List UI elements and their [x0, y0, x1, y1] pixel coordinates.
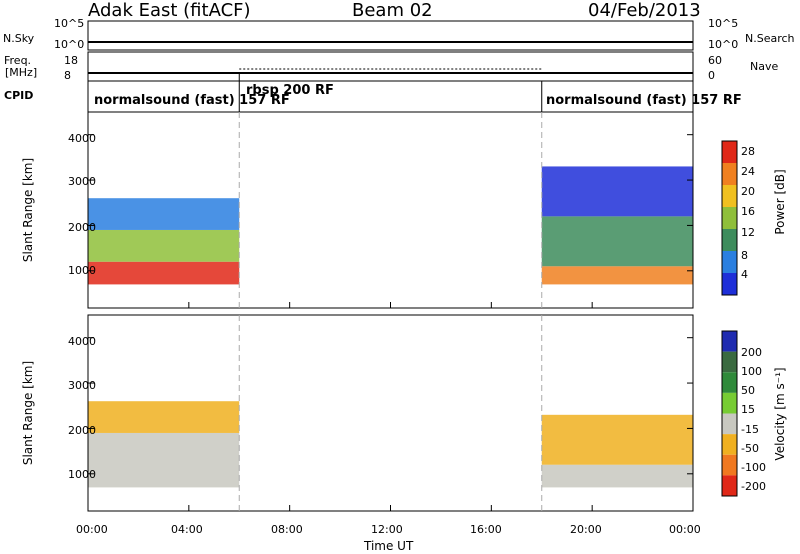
velocity-echo-region-1	[88, 401, 240, 433]
xtick-12: 12:00	[371, 523, 403, 536]
power-ytick-2000: 2000	[68, 221, 96, 234]
velocity-ytick-1000: 1000	[68, 468, 96, 481]
velocity-cb-tick-neg100: -100	[741, 461, 766, 474]
power-cb-tick-16: 16	[741, 205, 755, 218]
velocity-cb-swatch-5	[722, 434, 737, 455]
xlabel: Time UT	[364, 539, 414, 553]
velocity-cb-tick-15: 15	[741, 403, 755, 416]
nsearch-tick-top: 10^5	[708, 17, 739, 30]
velocity-echo-region-2	[541, 464, 693, 488]
xtick-24: 00:00	[669, 523, 701, 536]
power-ytick-3000: 3000	[68, 175, 96, 188]
station-title: Adak East (fitACF)	[88, 0, 251, 21]
velocity-cb-swatch-6	[722, 454, 737, 476]
velocity-cb-tick-50: 50	[741, 384, 755, 397]
xtick-20: 20:00	[570, 523, 602, 536]
date-title: 04/Feb/2013	[588, 0, 701, 21]
power-cb-swatch-4	[722, 185, 737, 207]
velocity-cb-label: Velocity [m s⁻¹]	[773, 367, 787, 461]
power-ytick-4000: 4000	[68, 132, 96, 145]
cpid-segment-3: normalsound (fast) 157 RF	[546, 93, 742, 108]
power-cb-swatch-5	[722, 163, 737, 185]
xtick-16: 16:00	[470, 523, 502, 536]
freq-tick-bottom: 8	[64, 69, 71, 82]
freq-label: Freq.	[4, 54, 32, 67]
power-cb-tick-4: 4	[741, 268, 748, 281]
freq-tick-top: 18	[64, 54, 78, 67]
velocity-ytick-3000: 3000	[68, 379, 96, 392]
power-cb-tick-28: 28	[741, 145, 755, 158]
cpid-label: CPID	[4, 89, 34, 102]
velocity-cb-swatch-0	[722, 331, 737, 352]
velocity-cb-swatch-7	[722, 475, 737, 496]
velocity-cb-swatch-4	[722, 413, 737, 435]
velocity-cb-tick-neg50: -50	[741, 442, 759, 455]
nsky-tick-bottom: 10^0	[54, 38, 85, 51]
nsearch-tick-bottom: 10^0	[708, 38, 739, 51]
velocity-cb-swatch-3	[722, 392, 737, 414]
power-ytick-1000: 1000	[68, 264, 96, 277]
power-echo-region-2	[88, 198, 240, 230]
power-echo-region-4	[541, 216, 693, 267]
nave-tick-bottom: 0	[708, 69, 715, 82]
cpid-segment-2: rbsp 200 RF	[246, 83, 334, 98]
power-ylabel: Slant Range [km]	[21, 157, 35, 263]
cpid-segment-1: normalsound (fast) 157 RF	[94, 93, 290, 108]
power-cb-tick-12: 12	[741, 226, 755, 239]
power-cb-tick-24: 24	[741, 165, 755, 178]
power-cb-swatch-2	[722, 229, 737, 251]
nave-tick-top: 60	[708, 54, 722, 67]
nsearch-label: N.Search	[745, 32, 795, 45]
nave-label: Nave	[750, 60, 779, 73]
power-echo-region-3	[541, 266, 693, 285]
velocity-echo-region-0	[88, 432, 240, 488]
xtick-08: 08:00	[271, 523, 303, 536]
velocity-cb-tick-neg200: -200	[741, 480, 766, 493]
power-cb-swatch-3	[722, 207, 737, 229]
velocity-cb-tick-200: 200	[741, 346, 762, 359]
nsky-strip-frame	[87, 20, 694, 51]
xtick-00: 00:00	[76, 523, 108, 536]
freq-strip-frame	[87, 51, 694, 82]
power-cb-tick-8: 8	[741, 249, 748, 262]
velocity-ytick-2000: 2000	[68, 424, 96, 437]
xtick-04: 04:00	[171, 523, 203, 536]
freq-unit-label: [MHz]	[5, 66, 38, 79]
velocity-cb-tick-100: 100	[741, 365, 762, 378]
velocity-echo-region-3	[541, 414, 693, 465]
power-echo-region-5	[541, 166, 693, 217]
power-cb-swatch-0	[722, 273, 737, 295]
power-cb-tick-20: 20	[741, 185, 755, 198]
power-echo-region-0	[88, 261, 240, 285]
nsky-tick-top: 10^5	[54, 17, 85, 30]
beam-title: Beam 02	[352, 0, 433, 21]
power-echo-region-1	[88, 229, 240, 262]
velocity-colorbar-frame	[721, 330, 738, 497]
velocity-ylabel: Slant Range [km]	[21, 360, 35, 466]
power-colorbar-frame	[721, 140, 738, 296]
velocity-cb-tick-neg15: -15	[741, 423, 759, 436]
velocity-cb-swatch-1	[722, 351, 737, 373]
velocity-cb-swatch-2	[722, 372, 737, 393]
power-cb-label: Power [dB]	[773, 169, 787, 235]
power-cb-swatch-6	[722, 141, 737, 163]
power-cb-swatch-1	[722, 251, 737, 273]
velocity-ytick-4000: 4000	[68, 335, 96, 348]
nsky-label: N.Sky	[3, 32, 35, 45]
